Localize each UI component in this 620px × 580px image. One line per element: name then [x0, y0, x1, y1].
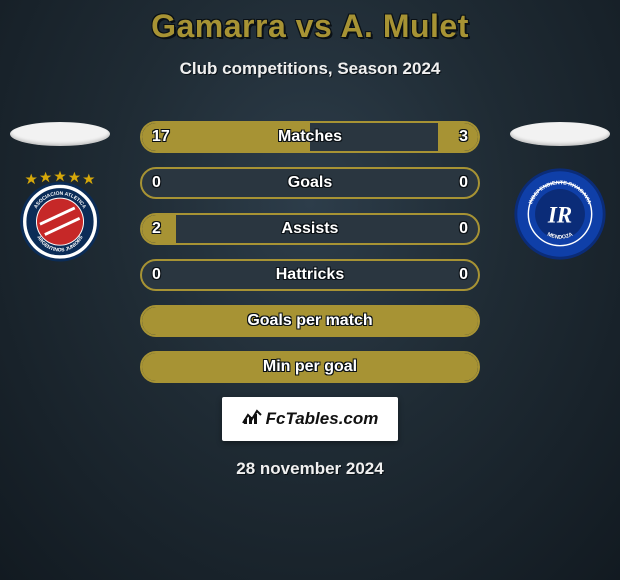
stat-row: 00Hattricks	[140, 259, 480, 291]
player-photo-placeholder-right	[510, 122, 610, 146]
stat-label: Assists	[142, 215, 478, 243]
shield-icon: ASOCIACION ATLETICA ARGENTINOS JUNIORS	[12, 166, 108, 262]
stat-row: Min per goal	[140, 351, 480, 383]
stat-row: 20Assists	[140, 213, 480, 245]
player-left: ASOCIACION ATLETICA ARGENTINOS JUNIORS	[0, 122, 120, 262]
stat-row: Goals per match	[140, 305, 480, 337]
page-title: Gamarra vs A. Mulet	[0, 0, 620, 45]
svg-text:IR: IR	[547, 202, 572, 228]
player-right: IR INDEPENDIENTE RIVADAVIA MENDOZA	[500, 122, 620, 262]
stat-label: Goals	[142, 169, 478, 197]
brand-label: FcTables.com	[266, 409, 379, 429]
stat-label: Goals per match	[142, 307, 478, 335]
stat-row: 00Goals	[140, 167, 480, 199]
brand-box[interactable]: FcTables.com	[222, 397, 398, 441]
subtitle: Club competitions, Season 2024	[0, 59, 620, 79]
club-badge-left: ASOCIACION ATLETICA ARGENTINOS JUNIORS	[12, 166, 108, 262]
date-label: 28 november 2024	[0, 459, 620, 479]
stat-label: Matches	[142, 123, 478, 151]
comparison-card: Gamarra vs A. Mulet Club competitions, S…	[0, 0, 620, 580]
player-photo-placeholder-left	[10, 122, 110, 146]
club-badge-right: IR INDEPENDIENTE RIVADAVIA MENDOZA	[512, 166, 608, 262]
stat-row: 173Matches	[140, 121, 480, 153]
chart-icon	[242, 409, 262, 430]
stat-label: Min per goal	[142, 353, 478, 381]
shield-icon: IR INDEPENDIENTE RIVADAVIA MENDOZA	[512, 166, 608, 262]
stat-label: Hattricks	[142, 261, 478, 289]
